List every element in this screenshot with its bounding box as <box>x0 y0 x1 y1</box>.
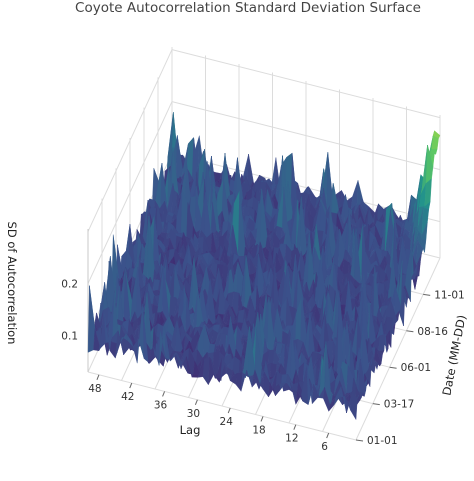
surface-patch <box>431 135 439 150</box>
lag-tick-label: 30 <box>187 408 200 420</box>
axes: 48 42 36 30 24 18 12 6 01-01 03-17 06-01 08-16 11-01… <box>61 279 464 453</box>
lag-tick-label: 6 <box>321 441 328 453</box>
z-grid-line <box>171 153 441 223</box>
date-tick-mark <box>406 330 414 333</box>
lag-tick-label: 18 <box>252 424 265 436</box>
date-tick-label: 01-01 <box>367 435 398 447</box>
lag-tick-mark <box>260 416 264 422</box>
lag-tick-mark <box>129 382 133 389</box>
lag-tick-mark <box>96 374 100 380</box>
lag-tick-label: 12 <box>285 433 298 445</box>
z-tick-label: 0.2 <box>61 279 78 291</box>
date-tick-label: 11-01 <box>434 289 465 301</box>
z-grid-line <box>87 101 173 284</box>
z-axis-title: SD of Autocorrelation <box>5 222 19 345</box>
surface-patch <box>350 392 358 421</box>
floor-grid-line <box>355 257 441 441</box>
lag-tick-label: 36 <box>154 399 168 411</box>
z-grid-line <box>87 49 173 232</box>
date-tick-label: 06-01 <box>401 362 432 374</box>
lag-tick-mark <box>293 424 297 430</box>
z-grid-line <box>171 49 441 119</box>
lag-tick-mark <box>194 399 198 405</box>
date-tick-mark <box>423 293 431 296</box>
date-tick-mark <box>372 403 380 406</box>
lag-tick-mark <box>326 432 330 439</box>
z-grid-line <box>171 101 441 171</box>
surface-mesh <box>87 112 441 421</box>
z-tick-label: 0.1 <box>61 331 78 343</box>
x-axis-title: Lag <box>180 423 201 437</box>
lag-tick-mark <box>227 407 231 414</box>
date-tick-label: 08-16 <box>417 326 448 338</box>
date-tick-label: 03-17 <box>384 399 415 411</box>
lag-tick-mark <box>162 391 166 397</box>
lag-tick-label: 24 <box>220 416 234 428</box>
floor-grid-line <box>87 371 357 441</box>
date-tick-mark <box>389 366 397 369</box>
chart-title: Coyote Autocorrelation Standard Deviatio… <box>75 0 421 16</box>
date-tick-mark <box>355 439 364 442</box>
lag-tick-label: 42 <box>121 391 134 403</box>
lag-tick-label: 48 <box>88 383 101 395</box>
